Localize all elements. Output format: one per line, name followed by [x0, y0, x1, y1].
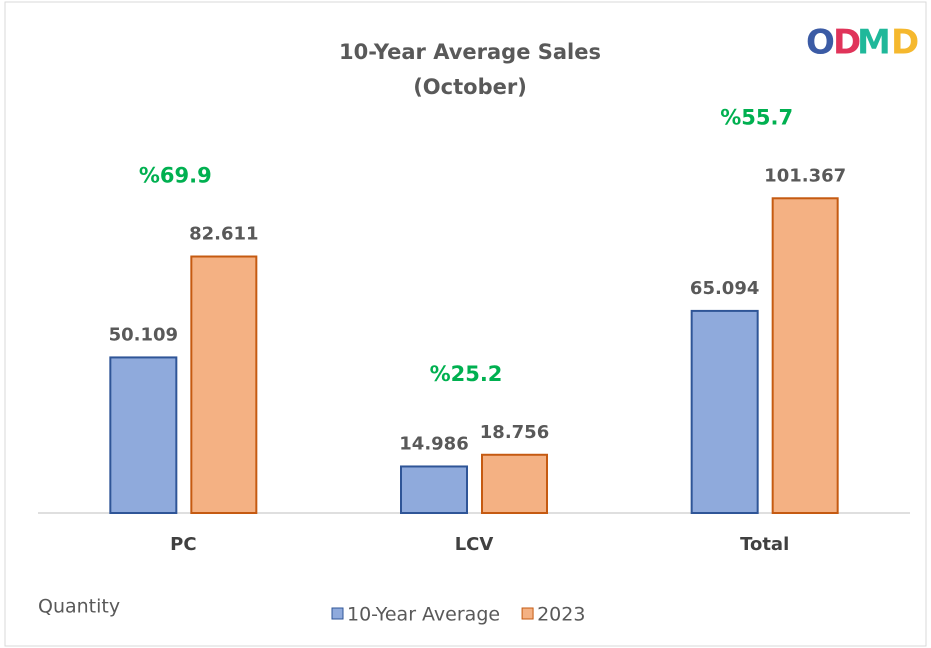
bar: [109, 356, 178, 514]
bar: [400, 465, 468, 515]
logo-letter: D: [891, 23, 919, 63]
logo: O D M D: [806, 23, 919, 63]
data-label: 101.367: [764, 165, 846, 186]
data-label: 14.986: [399, 433, 468, 454]
legend-swatch: [521, 607, 534, 620]
legend-swatch: [331, 607, 344, 620]
logo-letter: M: [857, 23, 891, 63]
bar: [481, 453, 548, 515]
data-label: 65.094: [690, 278, 759, 299]
growth-label: %55.7: [720, 105, 793, 129]
x-tick-label: PC: [170, 534, 196, 555]
growth-label: %25.2: [430, 362, 503, 386]
bar: [190, 255, 258, 514]
unit-label: Quantity: [38, 596, 120, 618]
x-tick-label: Total: [740, 534, 789, 555]
data-label: 50.109: [109, 324, 178, 345]
chart-title: 10-Year Average Sales: [339, 40, 601, 64]
data-label: 18.756: [480, 422, 549, 443]
data-label: 82.611: [189, 224, 258, 245]
legend-label: 10-Year Average: [347, 604, 500, 626]
x-tick-label: LCV: [455, 534, 494, 555]
legend-label: 2023: [537, 604, 585, 626]
growth-label: %69.9: [139, 164, 212, 188]
bar: [771, 197, 839, 514]
bar: [690, 309, 759, 514]
chart-frame: [4, 1, 927, 647]
chart-subtitle: (October): [413, 75, 527, 99]
logo-letter: D: [833, 23, 861, 63]
logo-letter: O: [806, 23, 835, 63]
